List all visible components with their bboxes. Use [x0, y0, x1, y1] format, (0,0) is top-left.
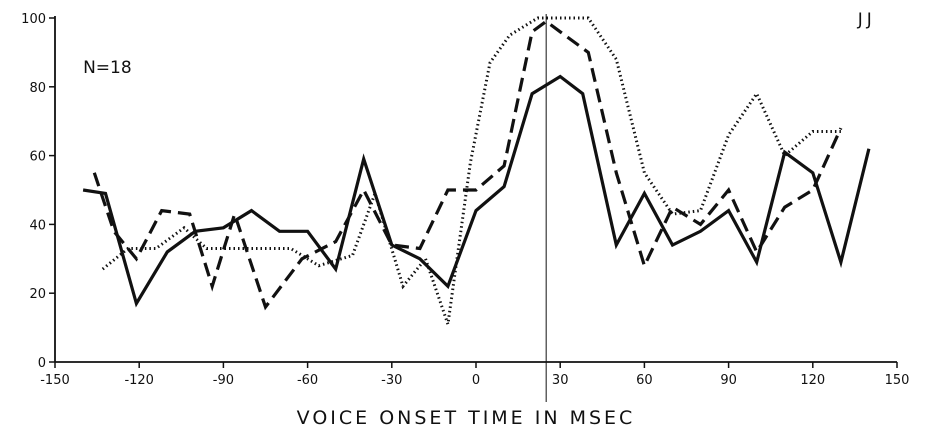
x-tick-label: -60 [297, 373, 318, 388]
y-tick-label: 20 [29, 287, 46, 302]
y-tick-label: 100 [21, 12, 46, 27]
x-tick-label: -30 [381, 373, 402, 388]
x-tick-label: 30 [552, 373, 569, 388]
series-layer [82, 16, 871, 325]
x-tick-label: -120 [124, 373, 154, 388]
y-tick-label: 60 [29, 150, 46, 165]
x-tick-label: -90 [213, 373, 234, 388]
series-line-dashed [92, 19, 843, 311]
y-tick-label: 0 [38, 356, 46, 371]
y-tick-label: 40 [29, 218, 46, 233]
x-tick-label: 150 [885, 373, 910, 388]
x-tick-label: 90 [720, 373, 737, 388]
annotations: N=18 JJ [83, 10, 876, 78]
x-tick-label: -150 [40, 373, 70, 388]
x-tick-label: 120 [800, 373, 825, 388]
series-line-solid [82, 74, 871, 308]
series-line-dotted [101, 16, 841, 325]
subject-label: JJ [857, 10, 876, 30]
sample-size-label: N=18 [83, 58, 132, 78]
x-tick-label: 60 [636, 373, 653, 388]
x-axis-title: VOICE ONSET TIME IN MSEC [297, 407, 636, 429]
x-tick-label: 0 [472, 373, 480, 388]
y-tick-label: 80 [29, 81, 46, 96]
axes: -150 -120 -90 -60 -30 0 30 60 90 120 150 0 20 40 60 80 1… [21, 12, 909, 402]
